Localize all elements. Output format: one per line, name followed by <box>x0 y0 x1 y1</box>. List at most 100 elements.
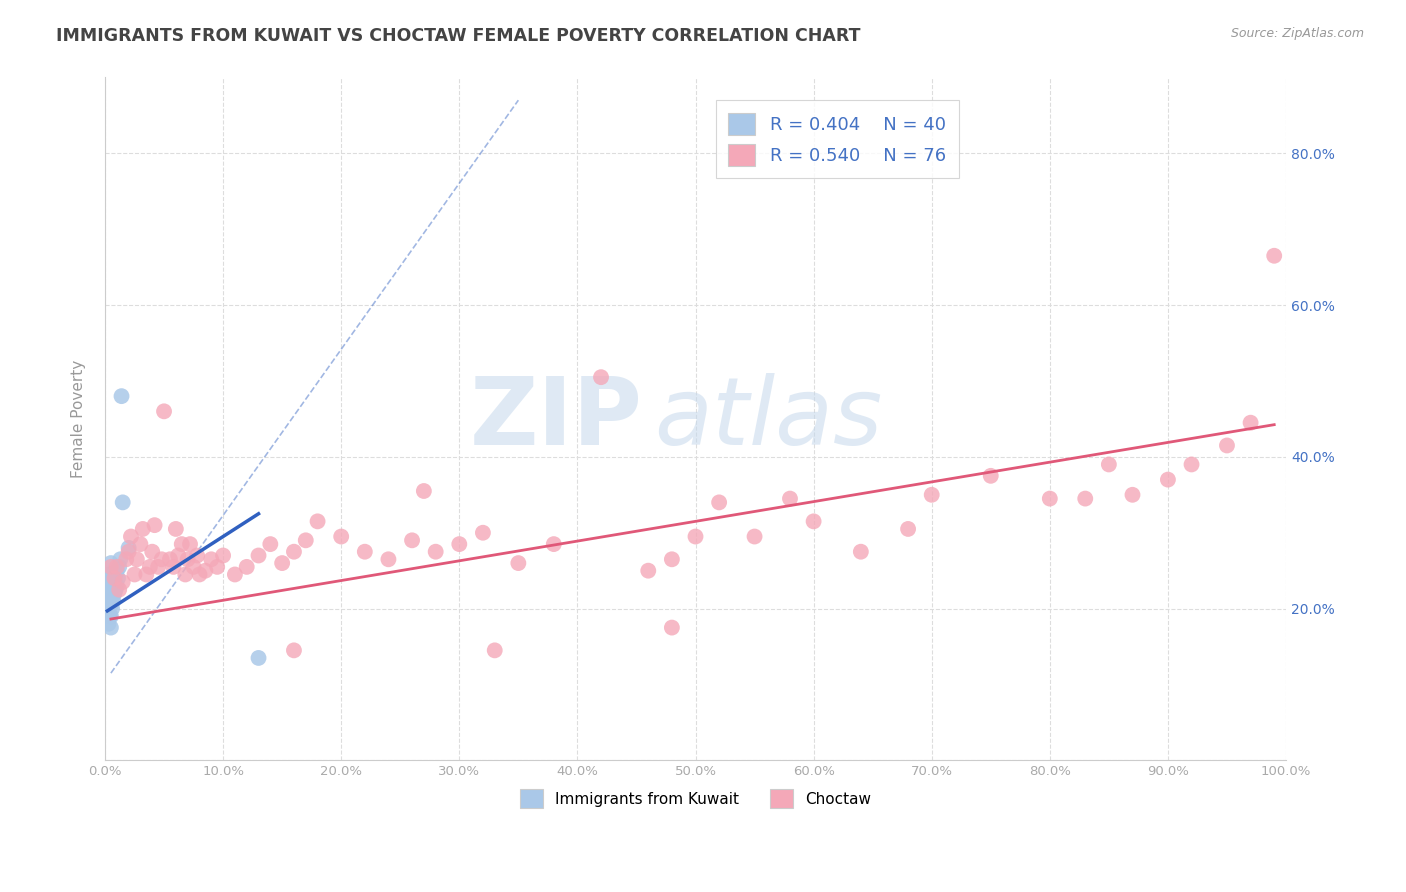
Point <box>1180 458 1202 472</box>
Point <box>637 564 659 578</box>
Point <box>1157 473 1180 487</box>
Point <box>377 552 399 566</box>
Point <box>97 582 120 597</box>
Point <box>174 567 197 582</box>
Point <box>101 575 124 590</box>
Point <box>150 552 173 566</box>
Point <box>100 556 122 570</box>
Point <box>98 591 121 605</box>
Point <box>120 529 142 543</box>
Point <box>104 567 127 582</box>
Point <box>108 560 131 574</box>
Point <box>108 582 131 597</box>
Point <box>162 560 184 574</box>
Point <box>100 609 122 624</box>
Point <box>103 586 125 600</box>
Point <box>165 522 187 536</box>
Point <box>186 549 208 563</box>
Point <box>110 552 132 566</box>
Point <box>283 643 305 657</box>
Point <box>235 560 257 574</box>
Point <box>401 533 423 548</box>
Point <box>212 549 235 563</box>
Point <box>247 549 270 563</box>
Point <box>105 564 128 578</box>
Y-axis label: Female Poverty: Female Poverty <box>72 359 86 478</box>
Point <box>685 529 707 543</box>
Point <box>98 582 121 597</box>
Point <box>170 537 193 551</box>
Point <box>294 533 316 548</box>
Point <box>97 606 120 620</box>
Text: ZIP: ZIP <box>470 373 643 465</box>
Point <box>117 545 139 559</box>
Point <box>103 582 125 597</box>
Point <box>661 621 683 635</box>
Point <box>107 571 129 585</box>
Point <box>330 529 353 543</box>
Point <box>98 567 121 582</box>
Text: IMMIGRANTS FROM KUWAIT VS CHOCTAW FEMALE POVERTY CORRELATION CHART: IMMIGRANTS FROM KUWAIT VS CHOCTAW FEMALE… <box>56 27 860 45</box>
Point <box>205 560 228 574</box>
Point <box>100 621 122 635</box>
Point <box>146 560 169 574</box>
Point <box>897 522 920 536</box>
Point <box>425 545 447 559</box>
Point <box>543 537 565 551</box>
Point <box>98 598 121 612</box>
Point <box>449 537 471 551</box>
Point <box>980 468 1002 483</box>
Legend: Immigrants from Kuwait, Choctaw: Immigrants from Kuwait, Choctaw <box>515 783 877 814</box>
Point <box>1121 488 1143 502</box>
Point <box>111 495 134 509</box>
Point <box>188 567 211 582</box>
Point <box>179 537 201 551</box>
Point <box>1216 438 1239 452</box>
Point <box>110 389 132 403</box>
Text: Source: ZipAtlas.com: Source: ZipAtlas.com <box>1230 27 1364 40</box>
Point <box>153 404 176 418</box>
Point <box>97 575 120 590</box>
Point <box>132 522 155 536</box>
Point <box>103 594 125 608</box>
Point <box>661 552 683 566</box>
Point <box>97 594 120 608</box>
Point <box>100 591 122 605</box>
Point <box>849 545 872 559</box>
Point <box>98 609 121 624</box>
Point <box>135 567 157 582</box>
Point <box>115 552 138 566</box>
Point <box>1263 249 1285 263</box>
Point <box>111 575 134 590</box>
Point <box>484 643 506 657</box>
Point <box>103 571 125 585</box>
Point <box>117 541 139 555</box>
Point <box>183 560 205 574</box>
Text: atlas: atlas <box>654 374 883 465</box>
Point <box>921 488 943 502</box>
Point <box>259 537 281 551</box>
Point <box>707 495 730 509</box>
Point <box>167 549 190 563</box>
Point <box>100 567 122 582</box>
Point <box>159 552 181 566</box>
Point <box>105 560 128 574</box>
Point <box>103 575 125 590</box>
Point <box>141 545 163 559</box>
Point <box>1098 458 1121 472</box>
Point <box>779 491 801 506</box>
Point <box>353 545 375 559</box>
Point <box>100 575 122 590</box>
Point <box>176 552 198 566</box>
Point <box>125 552 148 566</box>
Point <box>471 525 494 540</box>
Point <box>100 598 122 612</box>
Point <box>1074 491 1097 506</box>
Point <box>283 545 305 559</box>
Point <box>247 651 270 665</box>
Point <box>124 567 146 582</box>
Point <box>97 616 120 631</box>
Point <box>104 582 127 597</box>
Point <box>224 567 246 582</box>
Point <box>307 514 329 528</box>
